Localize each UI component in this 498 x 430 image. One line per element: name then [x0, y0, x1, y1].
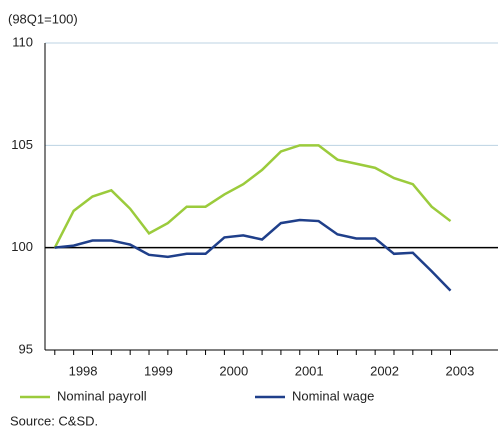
legend-label: Nominal wage — [292, 388, 374, 403]
y-tick-label: 100 — [11, 239, 33, 254]
x-tick-label: 1998 — [69, 363, 98, 378]
x-tick-label: 2001 — [295, 363, 324, 378]
series-line — [54, 218, 452, 292]
x-tick-label: 2002 — [370, 363, 399, 378]
y-unit-label: (98Q1=100) — [8, 11, 78, 26]
series-line — [53, 144, 452, 249]
x-tick-label: 2003 — [445, 363, 474, 378]
x-tick-label: 1999 — [144, 363, 173, 378]
legend-label: Nominal payroll — [57, 388, 147, 403]
y-tick-label: 110 — [12, 34, 33, 49]
y-tick-label: 105 — [11, 137, 33, 152]
y-tick-label: 95 — [19, 341, 33, 356]
source: Source: C&SD. — [10, 413, 98, 428]
x-tick-label: 2000 — [219, 363, 248, 378]
